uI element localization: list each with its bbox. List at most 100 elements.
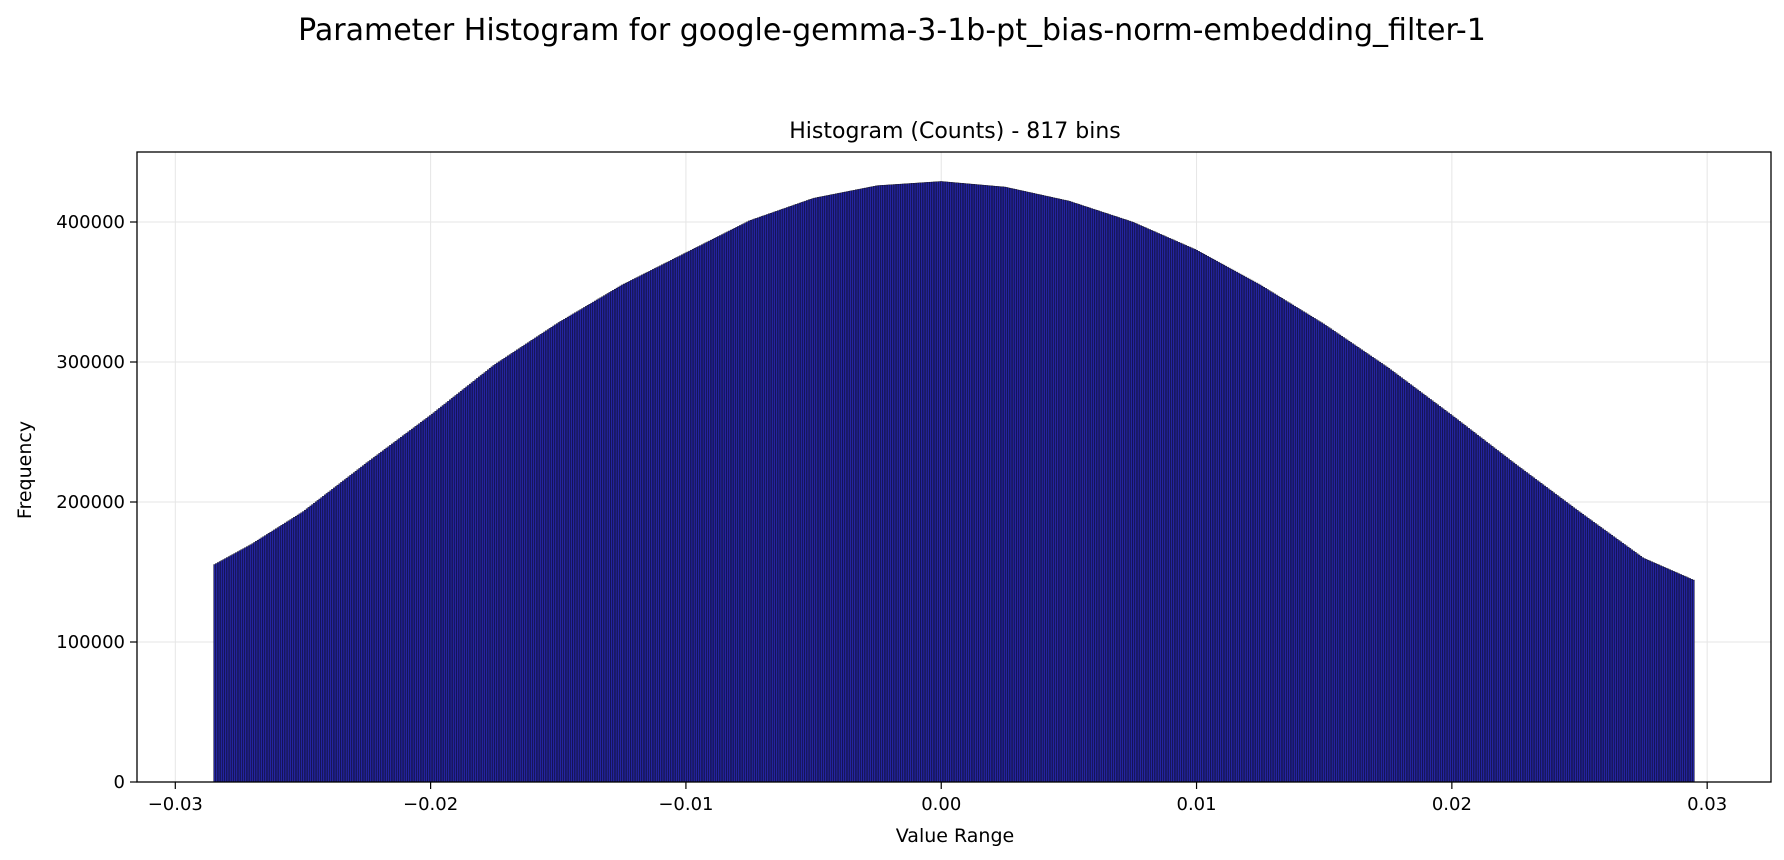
- histogram-bar: [1565, 502, 1568, 783]
- histogram-bar: [1382, 364, 1385, 783]
- histogram-bar: [1650, 561, 1653, 783]
- histogram-bar: [1309, 315, 1313, 783]
- histogram-bar: [1340, 336, 1343, 783]
- histogram-bar: [671, 259, 675, 783]
- histogram-bar: [338, 483, 341, 783]
- histogram-bar: [447, 401, 450, 783]
- histogram-bar: [920, 182, 923, 783]
- histogram-bar: [632, 279, 635, 783]
- axes-frame: [136, 151, 1772, 783]
- histogram-bar: [1119, 217, 1122, 783]
- x-tick-label: −0.01: [658, 794, 713, 815]
- histogram-bar: [1077, 204, 1081, 783]
- histogram-bar: [1219, 262, 1222, 783]
- histogram-bar: [1360, 349, 1363, 783]
- histogram-bar: [316, 500, 319, 783]
- histogram-bar: [884, 184, 887, 783]
- histogram-bar: [811, 198, 814, 783]
- histogram-bar: [1375, 359, 1378, 783]
- histogram-bar: [777, 210, 780, 783]
- histogram-bar: [945, 181, 948, 783]
- histogram-bar: [472, 381, 475, 783]
- histogram-bar: [601, 296, 604, 783]
- histogram-bar: [929, 181, 932, 783]
- histogram-bar: [878, 185, 881, 783]
- histogram-bar: [389, 445, 392, 783]
- histogram-bar: [325, 493, 328, 783]
- histogram-bar: [1023, 191, 1026, 783]
- histogram-bar: [487, 369, 490, 783]
- histogram-bar: [420, 422, 423, 783]
- histogram-bar: [1101, 211, 1104, 783]
- histogram-bar: [474, 379, 477, 783]
- histogram-bar: [510, 353, 513, 783]
- histogram-bar: [1398, 376, 1401, 783]
- histogram-bar: [309, 505, 312, 783]
- histogram-bar: [1502, 454, 1505, 783]
- histogram-bar: [465, 386, 468, 783]
- histogram-bar: [603, 295, 606, 783]
- histogram-bar: [1418, 391, 1421, 783]
- histogram-bar: [1054, 197, 1057, 783]
- histogram-bar: [247, 545, 251, 783]
- histogram-bar: [483, 372, 486, 783]
- histogram-bar: [291, 518, 294, 783]
- histogram-bar: [503, 358, 506, 783]
- histogram-bar: [1503, 455, 1507, 783]
- histogram-bar: [1121, 218, 1124, 783]
- histogram-bar: [1395, 373, 1398, 783]
- histogram-bar: [880, 185, 883, 783]
- histogram-bar: [1313, 318, 1316, 783]
- histogram-bar: [570, 314, 573, 783]
- histogram-bar: [1482, 439, 1485, 783]
- histogram-bar: [838, 192, 841, 783]
- histogram-bar: [294, 515, 298, 783]
- histogram-bar: [376, 454, 379, 783]
- histogram-bar: [677, 256, 680, 783]
- histogram-bar: [835, 193, 838, 783]
- histogram-bar: [507, 355, 510, 783]
- histogram-bar: [967, 183, 970, 783]
- histogram-bar: [429, 415, 432, 783]
- histogram-bar: [439, 406, 443, 783]
- histogram-bar: [617, 286, 620, 783]
- histogram-bar: [539, 334, 542, 783]
- histogram-bar: [1036, 193, 1039, 783]
- histogram-bar: [369, 459, 372, 783]
- histogram-bar: [1230, 268, 1233, 783]
- histogram-bar: [786, 207, 789, 783]
- histogram-bar: [314, 501, 318, 783]
- histogram-bar: [662, 263, 666, 783]
- histogram-bar: [1420, 392, 1423, 783]
- histogram-bar: [753, 218, 756, 783]
- histogram-bar: [1512, 462, 1516, 783]
- histogram-bar: [1154, 231, 1157, 783]
- histogram-bar: [923, 182, 927, 783]
- histogram-bar: [954, 182, 957, 783]
- histogram-bar: [246, 546, 249, 783]
- histogram-bar: [608, 292, 611, 783]
- histogram-bar: [1034, 193, 1037, 783]
- histogram-bar: [260, 537, 263, 783]
- histogram-bar: [584, 306, 588, 783]
- histogram-bar: [1509, 459, 1512, 783]
- histogram-bar: [407, 431, 410, 783]
- histogram-bar: [418, 423, 421, 783]
- histogram-bar: [909, 183, 912, 783]
- histogram-bar: [1143, 226, 1146, 783]
- histogram-bar: [1605, 531, 1608, 783]
- histogram-bar: [1030, 192, 1034, 783]
- histogram-bar: [1097, 210, 1101, 783]
- histogram-bar: [251, 543, 254, 783]
- histogram-bar: [403, 434, 406, 783]
- histogram-bar: [1500, 453, 1503, 783]
- histogram-bar: [1016, 189, 1019, 783]
- histogram-bar: [664, 262, 667, 783]
- histogram-bar: [323, 494, 327, 783]
- histogram-bar: [1280, 298, 1284, 783]
- histogram-bar: [621, 284, 624, 783]
- histogram-bar: [1558, 496, 1561, 783]
- histogram-bar: [1349, 342, 1353, 783]
- histogram-bar: [1005, 187, 1008, 783]
